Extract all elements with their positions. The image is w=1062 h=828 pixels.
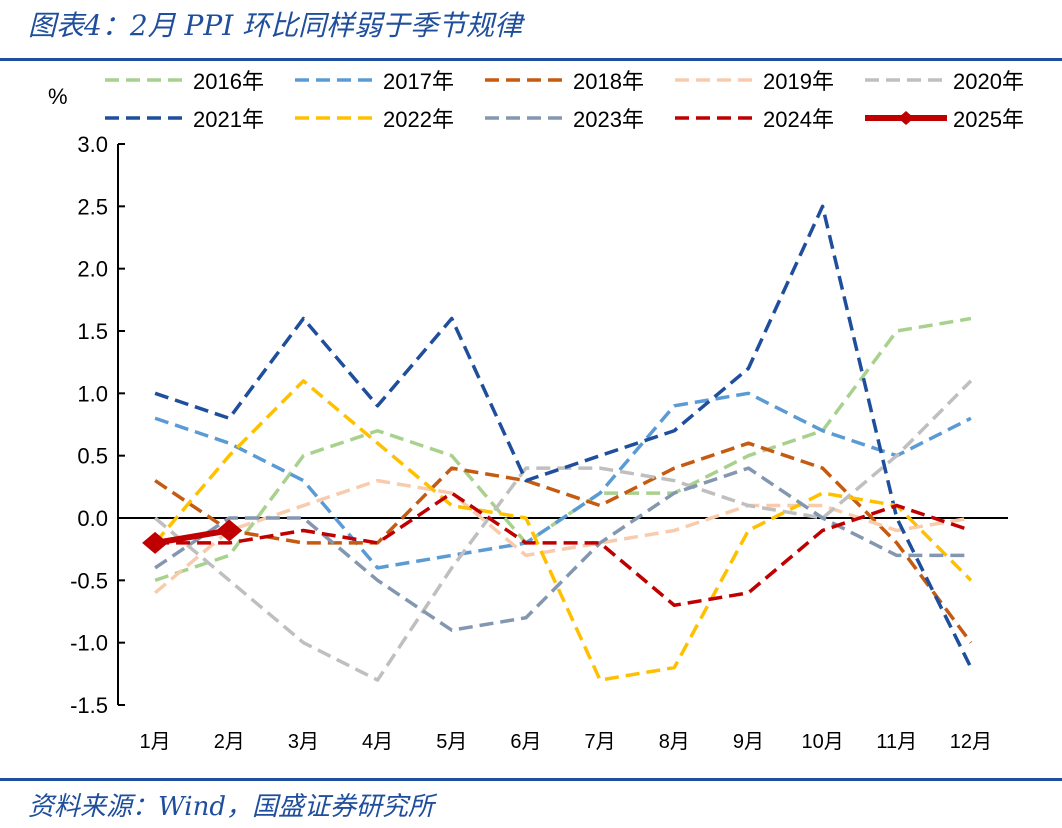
x-tick-label: 4月 [362,731,393,753]
y-axis-label: % [48,84,68,109]
series-line-2022年 [153,379,973,682]
y-tick-label: 2.0 [77,257,108,282]
legend-label: 2020年 [953,69,1024,94]
legend-label: 2017年 [383,69,454,94]
series-line-2017年 [154,391,972,570]
legend: 2016年 2017年 2018年 2019年 2020年 2021年 2022年 2023年… [105,69,1024,132]
legend-label: 2023年 [573,107,644,132]
axes: 3.0 2.5 2.0 1.5 1.0 0.5 0.0 -0.5 -1.0 -1.5 1月 2月 3月 4… [70,132,1008,753]
data-point-marker [216,519,243,542]
x-tick-label: 11月 [876,731,917,753]
data-point-marker [142,531,169,554]
y-tick-label: -1.0 [70,631,108,656]
source-note: 资料来源：Wind，国盛证券研究所 [28,792,434,822]
y-tick-label: 0.5 [77,444,108,469]
x-tick-label: 8月 [659,731,690,753]
line-chart: % 2016年 2017年 2018年 2019年 2020年 2021年 2022年 202… [48,69,1024,753]
series-line-2024年 [155,491,972,608]
series-line-2025年 [154,527,230,546]
legend-label: 2022年 [383,107,454,132]
legend-label: 2019年 [763,69,834,94]
x-tick-label: 7月 [585,731,616,753]
y-tick-label: -1.5 [70,693,108,718]
series-line-2020年 [153,379,973,682]
series-lines [142,204,973,682]
series-line-2016年 [154,316,972,582]
series-line-2021年 [154,204,973,669]
y-tick-label: 2.5 [77,194,108,219]
y-tick-label: 1.5 [77,319,108,344]
legend-label: 2024年 [763,107,834,132]
x-tick-label: 12月 [950,731,992,753]
series-line-2023年 [154,466,971,632]
y-tick-label: 3.0 [77,132,108,157]
x-tick-label: 2月 [214,731,245,753]
bottom-divider [0,778,1062,781]
chart-title: 图表4：2月 PPI 环比同样弱于季节规律 [28,9,523,42]
y-tick-label: 0.0 [77,506,108,531]
legend-label: 2025年 [953,107,1024,132]
x-tick-label: 3月 [288,731,319,753]
y-tick-label: -0.5 [70,568,108,593]
legend-marker [898,111,914,125]
x-tick-label: 5月 [436,731,467,753]
x-tick-label: 6月 [510,731,541,753]
legend-label: 2018年 [573,69,644,94]
legend-label: 2016年 [193,69,264,94]
y-tick-label: 1.0 [77,381,108,406]
x-tick-label: 10月 [801,731,843,753]
x-tick-label: 1月 [140,731,171,753]
series-line-2018年 [154,441,973,644]
x-tick-label: 9月 [733,731,764,753]
legend-label: 2021年 [193,107,264,132]
top-divider [0,58,1062,61]
